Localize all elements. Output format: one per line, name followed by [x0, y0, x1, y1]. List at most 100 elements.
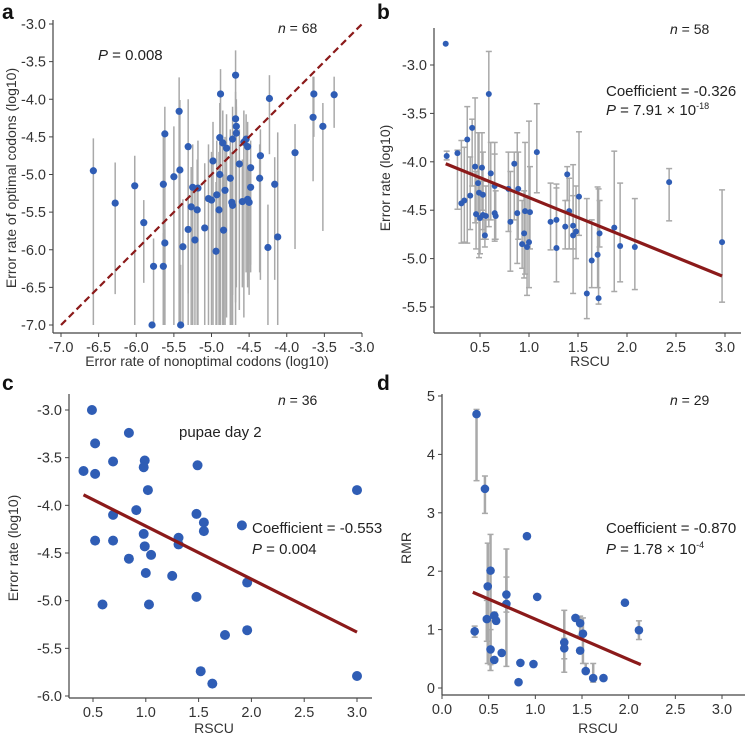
data-point [244, 143, 252, 151]
data-point [599, 673, 608, 683]
data-point [475, 180, 482, 187]
data-point [108, 535, 119, 546]
y-tick-label: -7.0 [21, 318, 46, 334]
data-point [191, 236, 199, 244]
x-tick-label: 1.0 [525, 702, 545, 718]
data-point [483, 582, 493, 591]
x-axis-label: RSCU [570, 353, 610, 369]
y-tick-label: -4.5 [21, 130, 46, 146]
data-point [161, 130, 169, 138]
data-point [148, 321, 156, 329]
data-point [213, 191, 221, 199]
x-tick-label: -4.5 [237, 340, 262, 356]
data-point [184, 143, 192, 151]
data-point [232, 129, 240, 137]
data-point [90, 438, 101, 449]
data-point [482, 614, 492, 624]
data-point [231, 115, 240, 123]
data-point [216, 170, 224, 179]
sample-size-label: n = 36 [278, 392, 318, 408]
data-point [522, 208, 529, 215]
y-tick-label: -3.0 [21, 17, 46, 33]
data-point [89, 167, 97, 175]
data-point [159, 262, 167, 270]
data-point [666, 179, 673, 186]
coefficient-label: Coefficient = -0.553 [252, 520, 382, 537]
data-point [479, 191, 486, 198]
data-point [487, 170, 494, 177]
data-point [149, 262, 158, 270]
data-point [247, 183, 255, 191]
data-point [142, 485, 153, 496]
data-point [470, 627, 479, 636]
data-point [594, 251, 601, 258]
data-point [583, 290, 590, 297]
data-point [256, 152, 265, 160]
regression-line [82, 493, 358, 634]
data-point [177, 321, 185, 329]
y-tick-label: 2 [427, 564, 435, 580]
data-point [570, 222, 577, 229]
y-tick-label: -3.0 [37, 403, 62, 419]
data-point [212, 247, 220, 255]
data-point [472, 163, 479, 170]
n-value: = 36 [286, 392, 318, 408]
p-value: = 1.78 × 10 [616, 541, 696, 558]
data-point [511, 160, 518, 167]
data-point [236, 520, 247, 531]
y-tick-label: -4.5 [402, 203, 427, 219]
data-point [209, 157, 217, 165]
data-point [111, 199, 119, 207]
y-tick-label: 4 [427, 447, 435, 463]
data-point [578, 629, 588, 638]
data-point [90, 535, 101, 546]
data-point [522, 531, 532, 541]
data-point [216, 134, 224, 142]
sample-size-label: n = 68 [278, 20, 318, 36]
data-point [454, 150, 461, 157]
data-point [526, 239, 532, 246]
data-point [719, 239, 726, 246]
data-point [86, 405, 97, 415]
data-point [524, 243, 531, 250]
data-point [235, 160, 243, 168]
data-point [159, 180, 167, 188]
n-symbol: n [670, 392, 678, 408]
sample-size-label: n = 58 [670, 21, 710, 37]
y-tick-label: 1 [427, 623, 435, 639]
data-point [222, 144, 231, 152]
x-axis-label: Error rate of nonoptimal codons (log10) [85, 353, 329, 369]
panel-d: d 0.0 0.5 1.0 1.5 2.0 2.5 3.0 0 1 2 3 4 5 RSCU RMR n = 2… [377, 372, 745, 736]
data-point [553, 244, 560, 251]
n-value: = 68 [286, 20, 318, 36]
panel-letter: d [377, 372, 390, 395]
p-symbol: P [606, 541, 616, 558]
data-point [519, 241, 526, 248]
p-exponent: -18 [696, 101, 709, 111]
data-point [486, 645, 495, 654]
y-tick-label: -6.0 [37, 689, 62, 705]
x-axis-label: RSCU [194, 720, 234, 736]
data-point [481, 232, 488, 239]
data-point [97, 599, 108, 610]
y-tick-label: -5.5 [402, 300, 427, 316]
data-point [191, 591, 202, 602]
data-point [464, 136, 471, 143]
data-point [131, 182, 139, 190]
data-point [189, 183, 197, 191]
data-point [108, 456, 119, 467]
x-tick-label: -7.0 [49, 340, 74, 356]
data-point [564, 171, 571, 178]
x-tick-label: 3.0 [347, 705, 367, 721]
data-point [184, 225, 192, 234]
x-tick-label: -4.0 [274, 340, 299, 356]
x-tick-label: -6.0 [124, 340, 149, 356]
x-tick-label: 2.5 [294, 705, 314, 721]
data-point [256, 174, 264, 182]
x-tick-label: 1.5 [572, 702, 592, 718]
data-point [472, 409, 481, 419]
data-point [198, 517, 209, 528]
data-point [352, 485, 362, 496]
x-tick-label: 2.0 [617, 340, 637, 356]
data-point [176, 166, 184, 174]
